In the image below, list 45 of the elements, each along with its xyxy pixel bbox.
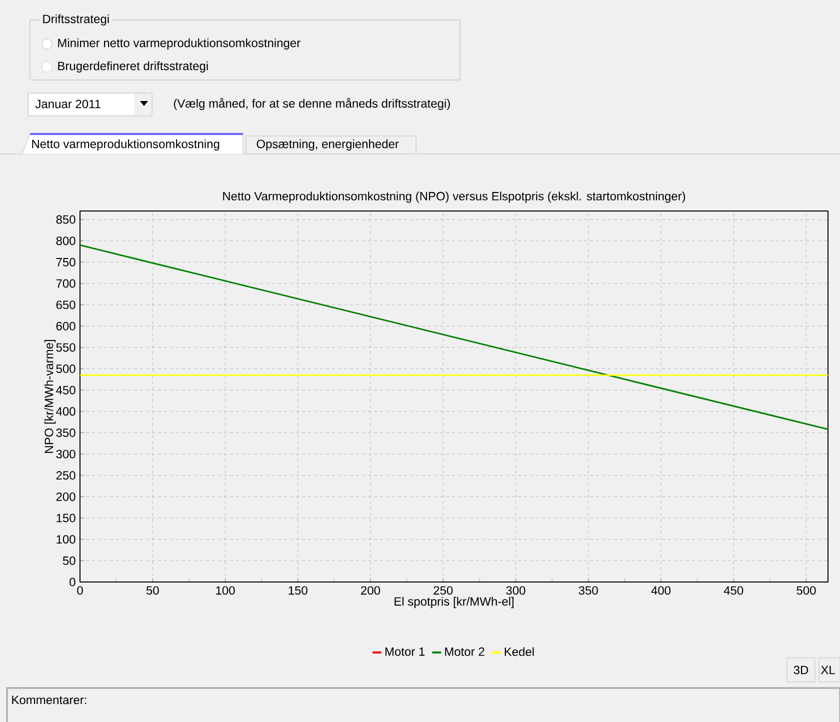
x-tick-label: 300 — [506, 586, 526, 595]
x-tick-label: 200 — [361, 586, 380, 595]
text: Netto varmeproduktionsomkostning — [32, 139, 220, 151]
y-tick-label: 850 — [56, 215, 76, 224]
chart-title: Netto Varmeproduktionsomkostning (NPO) versus Elspotpris (ekskl. startomkostninger) — [223, 192, 686, 203]
legend-label: Kedel — [504, 647, 534, 656]
y-tick-label: 350 — [56, 428, 76, 437]
y-tick-label: 750 — [56, 258, 76, 266]
x-tick-label: 0 — [77, 586, 83, 595]
x-tick-label: 450 — [724, 586, 744, 595]
y-tick-label: 100 — [56, 535, 76, 544]
text: Minimer netto varmeproduktionsomkostninger — [58, 38, 300, 50]
x-tick-label: 150 — [288, 586, 308, 595]
text: (Vælg måned, for at se denne måneds driftsstrategi) — [174, 98, 450, 110]
y-tick-label: 300 — [56, 450, 76, 458]
y-axis-title: NPO [kr/MWh-varme] — [44, 340, 56, 453]
y-tick-label: 0 — [70, 578, 76, 586]
y-tick-label: 400 — [56, 407, 76, 416]
y-tick-label: 800 — [56, 236, 76, 246]
y-tick-label: 250 — [56, 471, 76, 480]
y-tick-label: 150 — [56, 514, 76, 522]
legend-label: Motor 1 — [385, 647, 425, 656]
text: Kommentarer: — [12, 696, 86, 704]
y-tick-label: 200 — [56, 492, 76, 501]
x-tick-label: 350 — [578, 586, 598, 595]
y-tick-label: 600 — [56, 322, 76, 330]
x-tick-label: 400 — [651, 586, 671, 595]
x-tick-label: 250 — [434, 586, 453, 595]
text: Opsætning, energienheder — [256, 139, 399, 151]
legend-label: Motor 2 — [445, 647, 484, 656]
text: Januar 2011 — [35, 100, 100, 108]
text: Brugerdefineret driftsstrategi — [58, 61, 208, 73]
y-tick-label: 50 — [62, 556, 76, 565]
y-tick-label: 650 — [56, 300, 76, 310]
text: Driftsstrategi — [43, 14, 109, 26]
y-tick-label: 450 — [56, 386, 76, 394]
y-tick-label: 550 — [56, 343, 76, 352]
x-tick-label: 500 — [796, 586, 816, 595]
x-axis-title: El spotpris [kr/MWh-el] — [394, 596, 514, 608]
x-tick-label: 100 — [216, 586, 235, 595]
x-tick-label: 50 — [146, 586, 159, 595]
text: 3D — [794, 666, 808, 674]
text: XL — [820, 666, 835, 674]
y-tick-label: 700 — [56, 279, 76, 288]
y-tick-label: 500 — [56, 364, 76, 374]
